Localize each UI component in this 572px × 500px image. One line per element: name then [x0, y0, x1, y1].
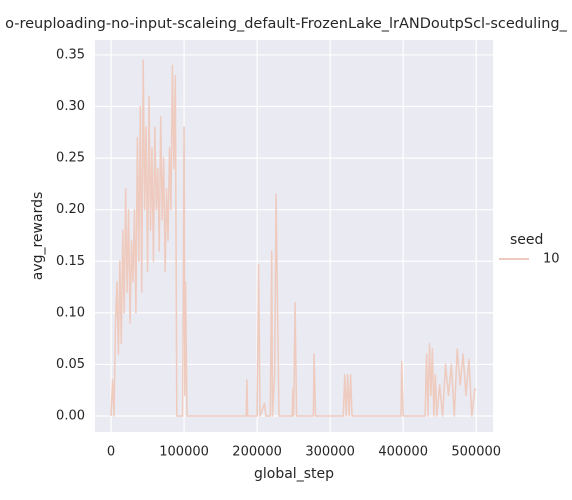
y-tick-label: 0.35: [56, 47, 85, 62]
y-tick-label: 0.30: [56, 99, 85, 114]
x-tick-label: 300000: [305, 445, 355, 460]
legend-label: 10: [543, 252, 560, 267]
x-tick-label: 400000: [378, 445, 428, 460]
chart-title: o-reuploading-no-input-scaleing_default-…: [5, 16, 567, 32]
data-line: [110, 59, 477, 417]
y-tick-label: 0.00: [56, 409, 85, 424]
y-axis-label: avg_rewards: [30, 192, 46, 281]
y-tick-label: 0.15: [56, 254, 85, 269]
y-tick-label: 0.10: [56, 305, 85, 320]
x-axis-label: global_step: [254, 466, 334, 482]
y-tick-label: 0.05: [56, 357, 85, 372]
y-tick-label: 0.25: [56, 151, 85, 166]
legend-title: seed: [510, 232, 543, 248]
x-tick-label: 200000: [232, 445, 282, 460]
x-tick-label: 500000: [451, 445, 501, 460]
y-tick-label: 0.20: [56, 202, 85, 217]
x-tick-label: 0: [107, 445, 115, 460]
x-tick-label: 100000: [159, 445, 209, 460]
